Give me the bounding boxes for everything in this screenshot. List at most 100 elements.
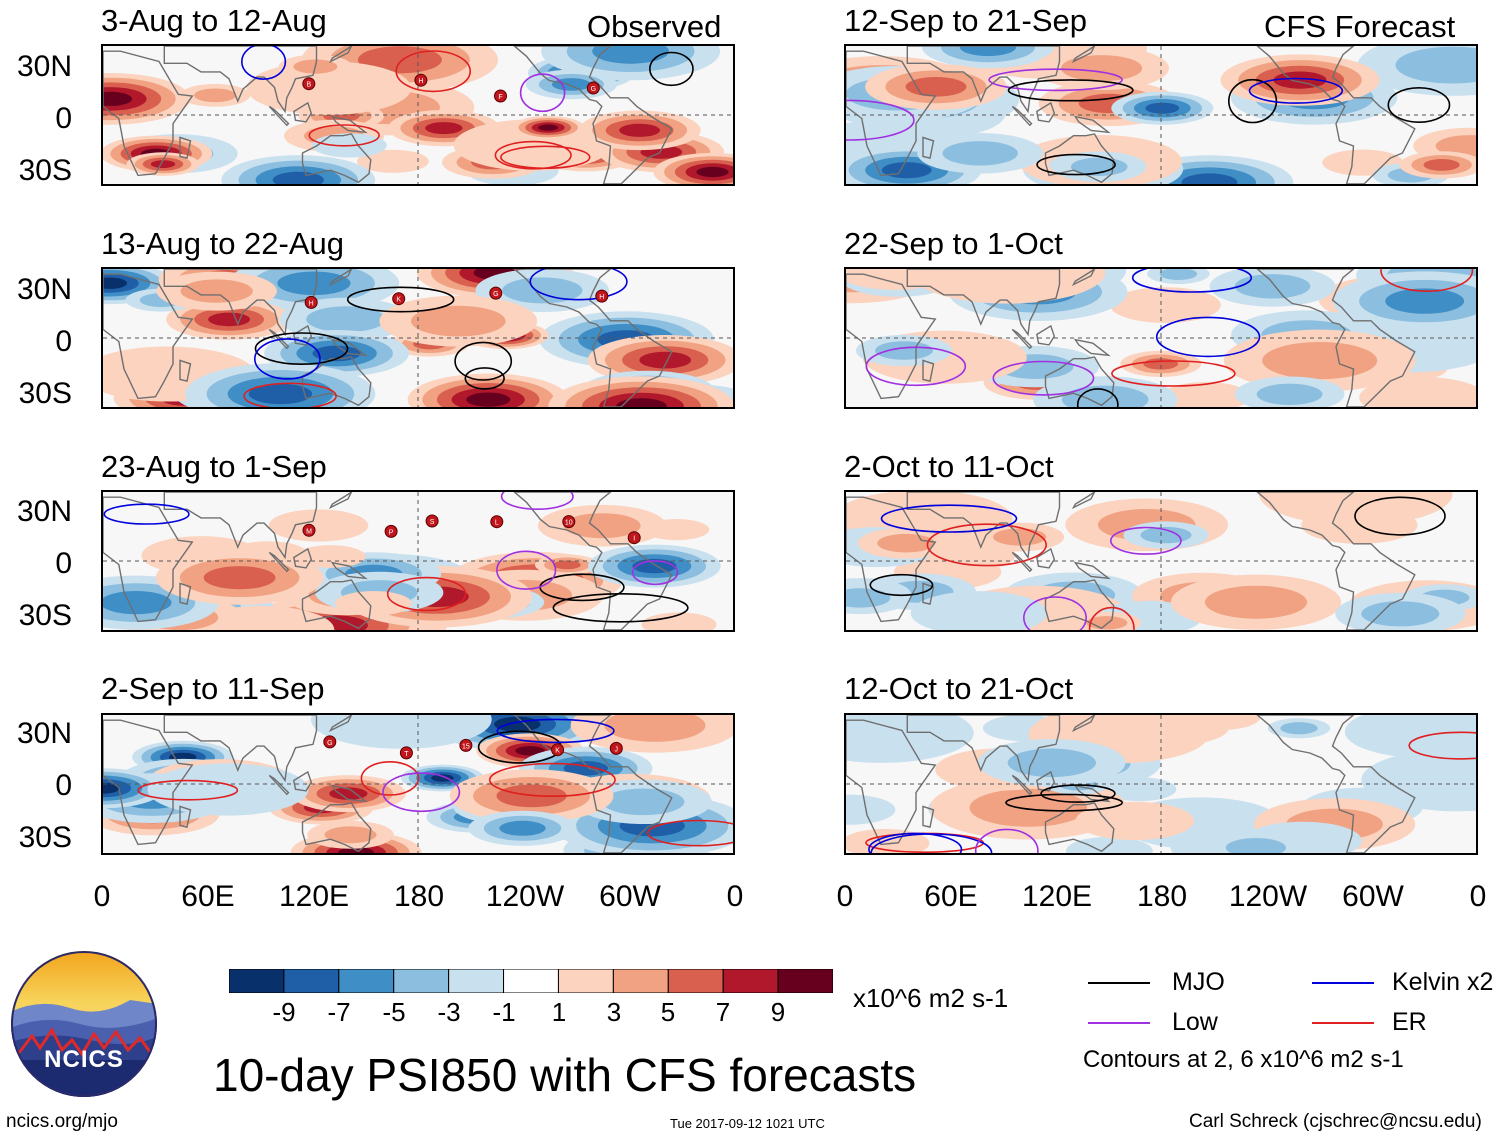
positive-anomaly xyxy=(515,746,545,756)
low-contour xyxy=(496,550,557,590)
positive-anomaly xyxy=(425,122,463,135)
positive-anomaly xyxy=(616,398,667,407)
panel-title-fcst-3: 2-Oct to 11-Oct xyxy=(844,449,1054,484)
svg-text:T: T xyxy=(404,751,409,758)
footer-url[interactable]: ncics.org/mjo xyxy=(6,1111,118,1132)
coastline xyxy=(328,492,353,510)
panel-title-obs-2: 13-Aug to 22-Aug xyxy=(101,226,345,261)
lat-label-30n: 30N xyxy=(16,273,72,306)
lat-label-30s: 30S xyxy=(18,599,72,632)
coastline xyxy=(268,774,290,796)
coastline xyxy=(163,492,318,560)
kelvin-contour xyxy=(241,46,287,80)
storm-marker: F xyxy=(494,89,507,103)
coastline xyxy=(103,50,194,177)
positive-anomaly xyxy=(324,826,377,844)
svg-text:P: P xyxy=(389,529,394,536)
lat-label-30n: 30N xyxy=(16,495,72,528)
negative-anomaly xyxy=(494,716,541,732)
mjo-contour xyxy=(464,367,505,390)
low-contour xyxy=(631,560,679,586)
negative-anomaly xyxy=(103,277,127,289)
negative-anomaly xyxy=(846,794,896,825)
coastline xyxy=(513,715,673,853)
low-contour xyxy=(382,772,461,813)
mjo-contour xyxy=(552,593,689,623)
coastline xyxy=(301,579,372,630)
coastline xyxy=(328,269,353,287)
logo-text: NCICS xyxy=(44,1046,124,1073)
storm-marker: P xyxy=(384,524,398,538)
colorbar-swatch xyxy=(503,968,559,994)
coastline xyxy=(179,359,192,382)
positive-anomaly xyxy=(644,519,710,541)
er-contour xyxy=(243,382,337,407)
svg-text:J: J xyxy=(615,746,619,753)
positive-anomaly xyxy=(357,149,429,173)
negative-anomaly xyxy=(147,763,309,816)
er-contour xyxy=(1408,731,1476,760)
map-field xyxy=(846,46,1476,184)
storm-marker: I xyxy=(627,531,641,545)
colorbar-tick-label: 1 xyxy=(551,997,567,1027)
positive-anomaly xyxy=(619,123,660,137)
mjo-contour xyxy=(1354,496,1446,536)
svg-text:H: H xyxy=(599,294,604,301)
mjo-contour xyxy=(869,573,934,597)
coastline xyxy=(330,561,368,580)
coastline xyxy=(301,356,372,407)
colorbar-swatch xyxy=(667,968,724,994)
coastline xyxy=(906,715,1061,783)
panel-title-fcst-2: 22-Sep to 1-Oct xyxy=(844,226,1063,261)
coastline xyxy=(330,338,368,357)
er-contour xyxy=(1088,606,1135,630)
positive-anomaly xyxy=(877,533,935,553)
mjo-contour xyxy=(1040,784,1116,803)
positive-anomaly xyxy=(641,612,717,630)
positive-anomaly xyxy=(208,312,251,327)
negative-anomaly xyxy=(1145,102,1180,114)
storm-marker: K xyxy=(392,292,406,306)
map-panel-fcst-4 xyxy=(844,713,1478,855)
positive-anomaly xyxy=(1359,377,1476,407)
coastline xyxy=(922,582,935,605)
kelvin-contour xyxy=(1248,77,1344,104)
coastline xyxy=(103,719,194,846)
lat-label-30n: 30N xyxy=(16,717,72,750)
er-contour xyxy=(1380,269,1474,292)
negative-anomaly xyxy=(310,715,492,749)
coastline xyxy=(1036,770,1056,792)
kelvin-contour xyxy=(1131,269,1253,293)
colorbar-swatch xyxy=(612,968,669,994)
svg-text:L: L xyxy=(495,520,499,527)
coastline xyxy=(328,715,353,733)
positive-anomaly xyxy=(246,61,412,115)
ncics-logo: NCICS xyxy=(10,950,158,1098)
negative-anomaly xyxy=(277,271,351,296)
coastline xyxy=(922,359,935,382)
storm-marker: S xyxy=(425,514,439,528)
positive-anomaly xyxy=(1262,342,1378,380)
colorbar xyxy=(228,968,834,994)
panel-title-obs-4: 2-Sep to 11-Sep xyxy=(101,671,325,706)
storm-marker: J xyxy=(609,741,623,755)
negative-anomaly xyxy=(306,306,386,333)
coastline xyxy=(103,496,194,623)
negative-anomaly xyxy=(592,46,669,64)
legend-label-er: ER xyxy=(1392,1008,1427,1036)
positive-anomaly xyxy=(1423,159,1460,171)
footer-author: Carl Schreck (cjschrec@ncsu.edu) xyxy=(1189,1111,1482,1132)
negative-anomaly xyxy=(502,277,583,304)
colorbar-tick-label: 5 xyxy=(660,997,676,1027)
map-panel-obs-2: H K G H xyxy=(101,267,735,409)
positive-anomaly xyxy=(1204,585,1308,619)
storm-marker: M xyxy=(302,523,316,537)
main-title: 10-day PSI850 with CFS forecasts xyxy=(213,1049,917,1101)
lon-label: 0 xyxy=(1469,880,1487,913)
storm-marker: T xyxy=(399,746,413,760)
panel-title-obs-3: 23-Aug to 1-Sep xyxy=(101,449,327,484)
positive-anomaly xyxy=(295,545,366,568)
coastline xyxy=(301,802,372,853)
colorbar-boxes xyxy=(228,968,834,994)
map-field: M P S L 10 I xyxy=(103,492,733,630)
